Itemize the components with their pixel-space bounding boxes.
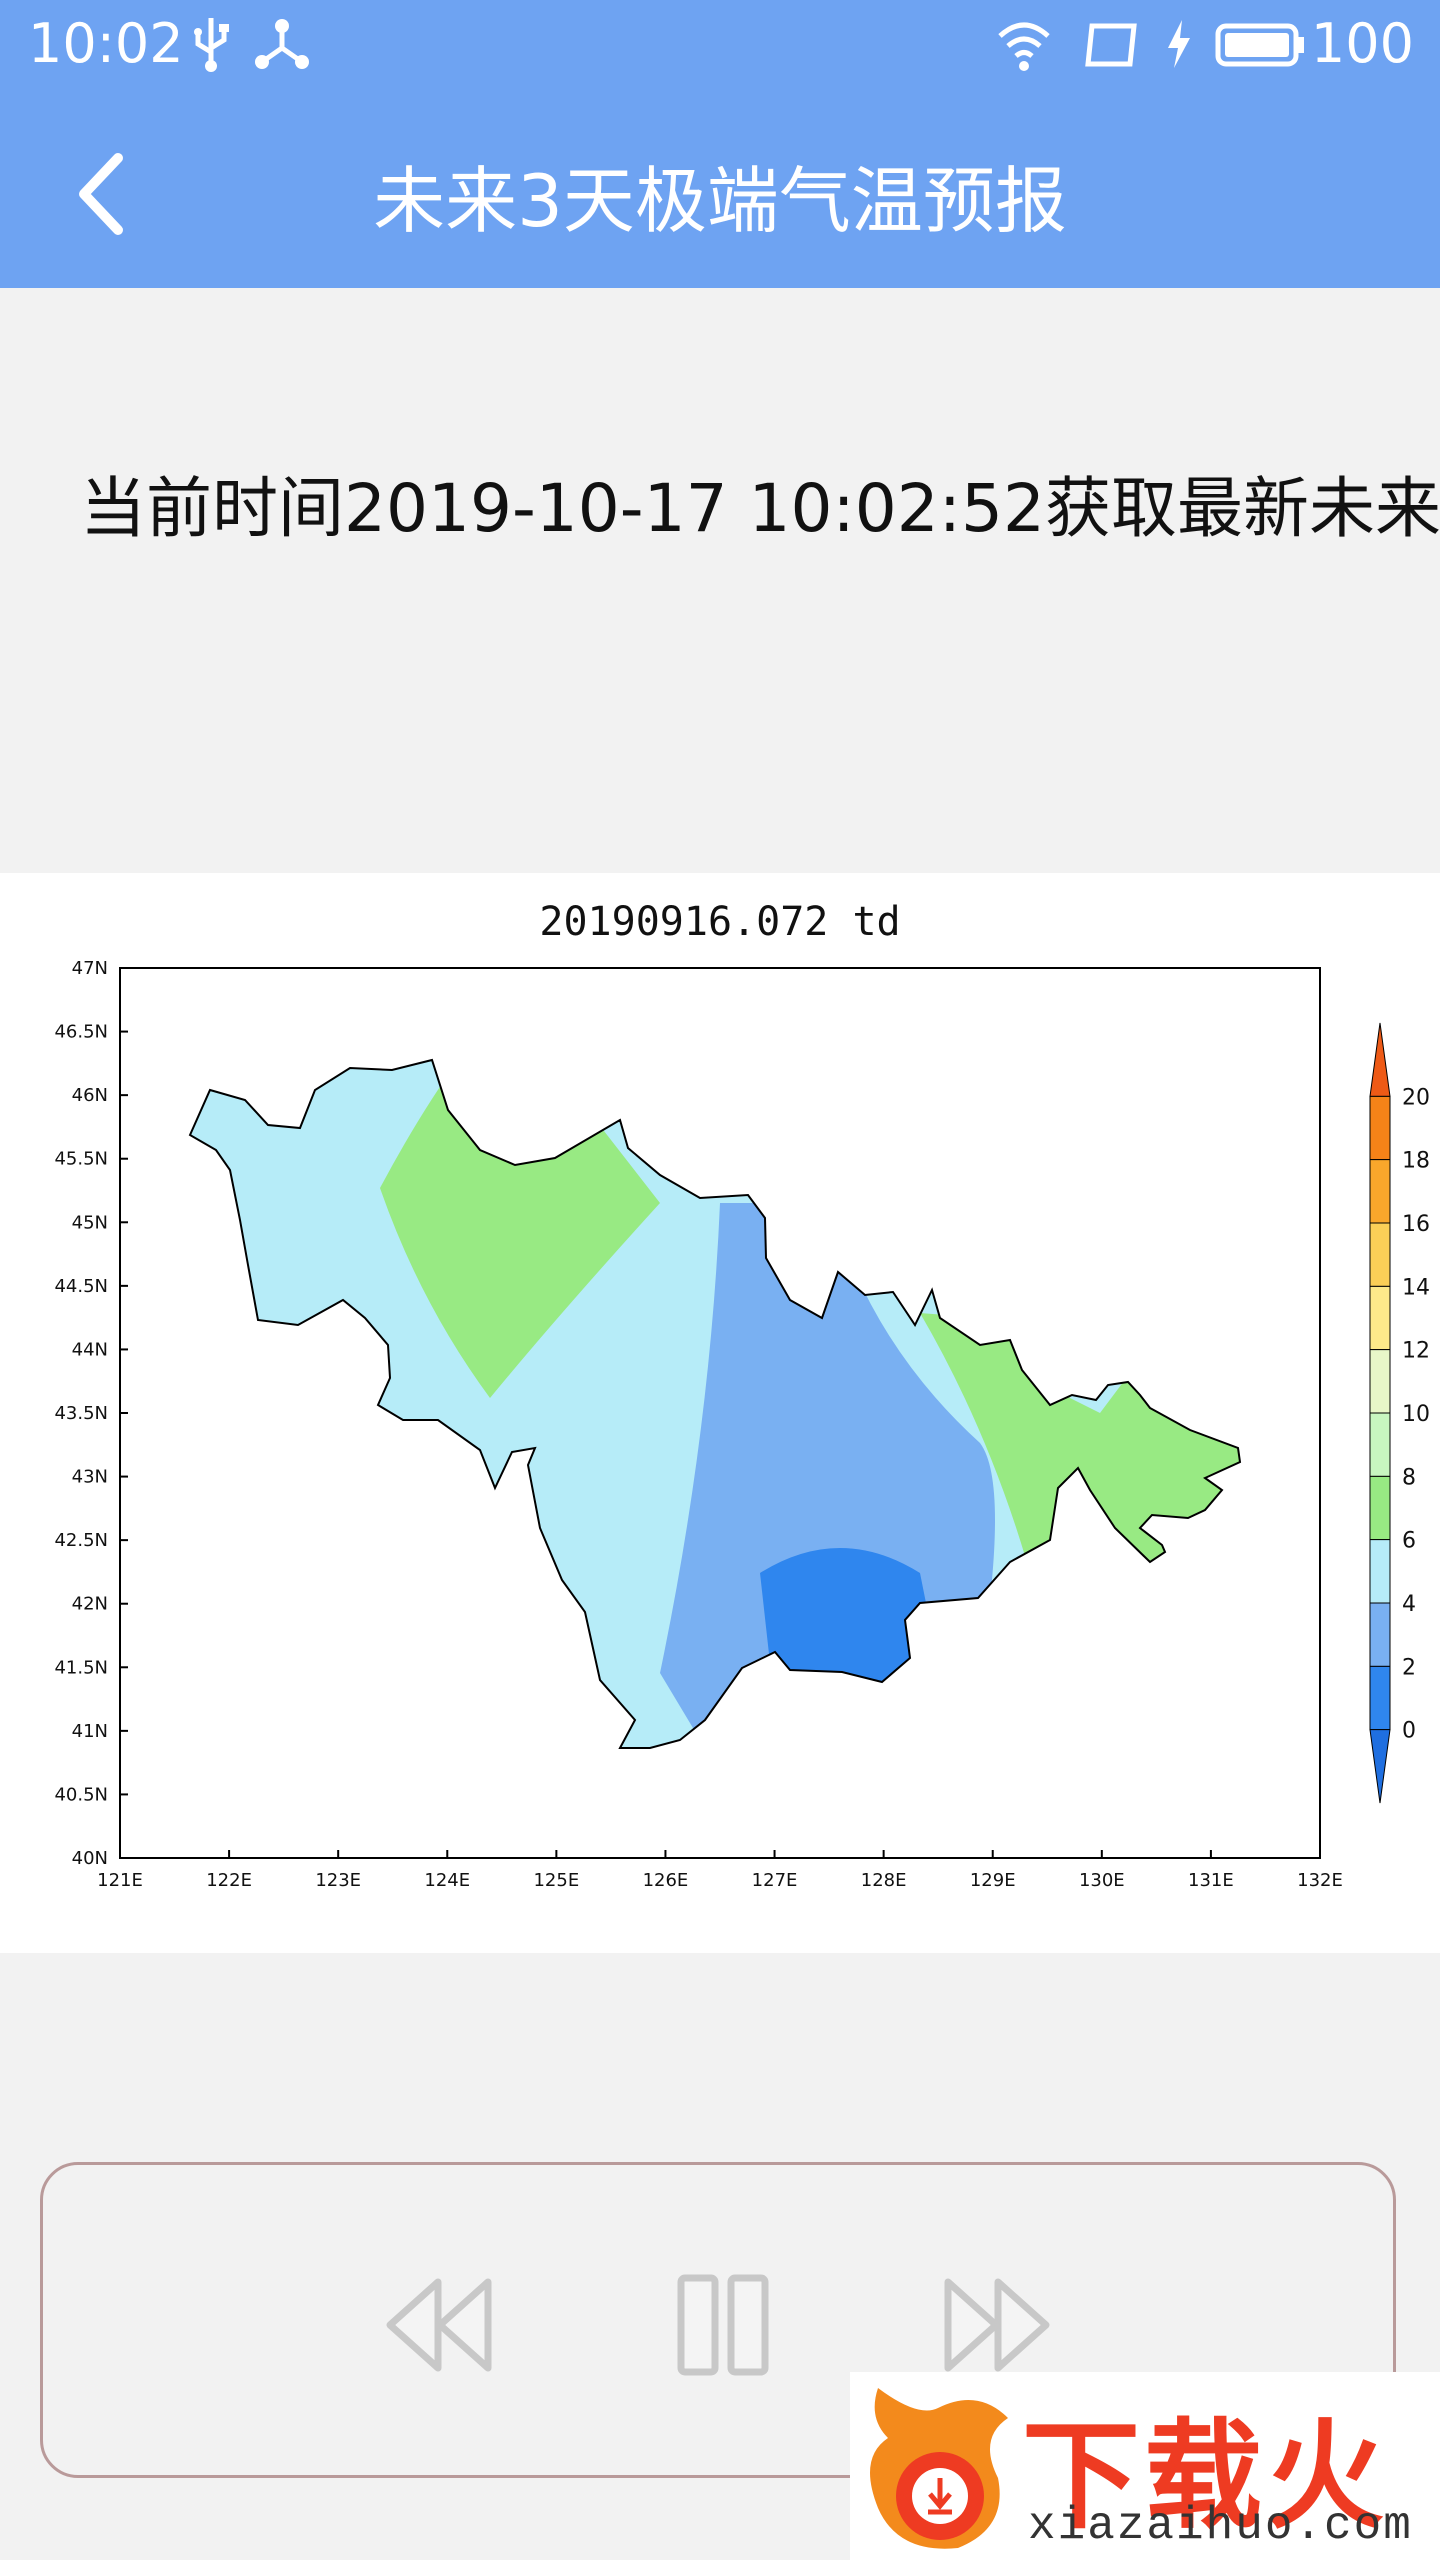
page-title: 未来3天极端气温预报 xyxy=(373,159,1067,243)
app-header: 10:02 100 未来3天极端气温预报 xyxy=(0,0,1440,288)
forecast-map-chart: 20190916.072 td 121E 122E 123E 124E 125E 126E… xyxy=(54,899,1430,1891)
y-tick-label: 43N xyxy=(72,1467,108,1488)
usb-icon xyxy=(194,18,229,72)
x-axis-ticks: 121E 122E 123E 124E 125E 126E 127E 128E 129E 130E… xyxy=(97,1850,1343,1891)
colorbar-segment xyxy=(1369,1665,1391,1731)
screen-icon xyxy=(1085,23,1137,67)
y-tick-label: 44N xyxy=(72,1339,108,1360)
y-tick-label: 46.5N xyxy=(54,1022,108,1043)
colorbar-label: 4 xyxy=(1402,1592,1416,1617)
colorbar-segment xyxy=(1369,1539,1391,1604)
colorbar-label: 8 xyxy=(1402,1465,1416,1490)
watermark-url: xiazaihuo.com xyxy=(1028,2500,1413,2552)
x-tick-label: 131E xyxy=(1188,1870,1234,1891)
x-tick-label: 122E xyxy=(206,1870,252,1891)
colorbar-label: 18 xyxy=(1402,1149,1430,1174)
y-tick-label: 40N xyxy=(72,1848,108,1869)
playback-panel xyxy=(40,2162,1396,2478)
y-tick-label: 47N xyxy=(72,958,108,979)
colorbar-segment xyxy=(1369,1349,1391,1414)
y-tick-label: 40.5N xyxy=(54,1784,108,1805)
colorbar-label: 14 xyxy=(1402,1275,1430,1300)
x-tick-label: 126E xyxy=(643,1870,689,1891)
chart-title: 20190916.072 td xyxy=(539,899,900,945)
y-tick-label: 46N xyxy=(72,1085,108,1106)
x-tick-label: 125E xyxy=(533,1870,579,1891)
y-tick-label: 45.5N xyxy=(54,1149,108,1170)
pause-icon[interactable] xyxy=(663,2270,783,2380)
colorbar-label: 2 xyxy=(1402,1655,1416,1680)
x-tick-label: 127E xyxy=(752,1870,798,1891)
x-tick-label: 129E xyxy=(970,1870,1016,1891)
charging-icon xyxy=(1168,20,1190,68)
colorbar-segment xyxy=(1369,1159,1391,1224)
x-tick-label: 132E xyxy=(1297,1870,1343,1891)
watermark-logo: 下载火 xiazaihuo.com xyxy=(850,2372,1440,2560)
colorbar-legend: 0 2 4 6 8 10 12 14 16 18 20 xyxy=(1369,1022,1430,1804)
x-tick-label: 130E xyxy=(1079,1870,1125,1891)
y-tick-label: 41.5N xyxy=(54,1657,108,1678)
y-tick-label: 42N xyxy=(72,1594,108,1615)
battery-icon xyxy=(1215,23,1304,67)
status-time: 10:02 xyxy=(28,12,184,75)
y-axis-ticks: 47N 46.5N 46N 45.5N 45N 44.5N 44N 43.5N 43N 42.5N… xyxy=(54,958,128,1869)
x-tick-label: 124E xyxy=(424,1870,470,1891)
y-tick-label: 45N xyxy=(72,1212,108,1233)
colorbar-segment xyxy=(1369,1412,1391,1477)
colorbar-label: 16 xyxy=(1402,1212,1430,1237)
x-tick-label: 121E xyxy=(97,1870,143,1891)
y-tick-label: 43.5N xyxy=(54,1403,108,1424)
fast-forward-icon[interactable] xyxy=(938,2270,1058,2380)
colorbar-segment xyxy=(1369,1022,1391,1097)
colorbar-segment xyxy=(1369,1729,1391,1804)
colorbar-segment xyxy=(1369,1095,1391,1161)
colorbar-label: 10 xyxy=(1402,1402,1430,1427)
colorbar-segment xyxy=(1369,1285,1391,1351)
chevron-left-icon[interactable] xyxy=(60,136,180,256)
y-tick-label: 41N xyxy=(72,1721,108,1742)
colorbar-segment xyxy=(1369,1222,1391,1287)
colorbar-segment xyxy=(1369,1475,1391,1541)
y-tick-label: 42.5N xyxy=(54,1530,108,1551)
y-tick-label: 44.5N xyxy=(54,1276,108,1297)
x-tick-label: 123E xyxy=(315,1870,361,1891)
battery-level: 100 xyxy=(1310,12,1414,75)
x-tick-label: 128E xyxy=(861,1870,907,1891)
colorbar-label: 20 xyxy=(1402,1085,1430,1110)
colorbar-segment xyxy=(1369,1602,1391,1667)
network-icon xyxy=(255,19,309,69)
colorbar-label: 6 xyxy=(1402,1529,1416,1554)
colorbar-label: 12 xyxy=(1402,1339,1430,1364)
colorbar-label: 0 xyxy=(1402,1719,1416,1744)
wifi-icon xyxy=(998,22,1050,71)
forecast-chart-card: 20190916.072 td 121E 122E 123E 124E 125E 126E… xyxy=(0,873,1440,1953)
rewind-icon[interactable] xyxy=(378,2270,498,2380)
update-notice: 当前时间2019-10-17 10:02:52获取最新未来 xyxy=(80,470,1440,547)
watermark-cn: 下载火 xyxy=(1022,2407,1389,2545)
flame-logo-icon xyxy=(870,2388,1008,2549)
